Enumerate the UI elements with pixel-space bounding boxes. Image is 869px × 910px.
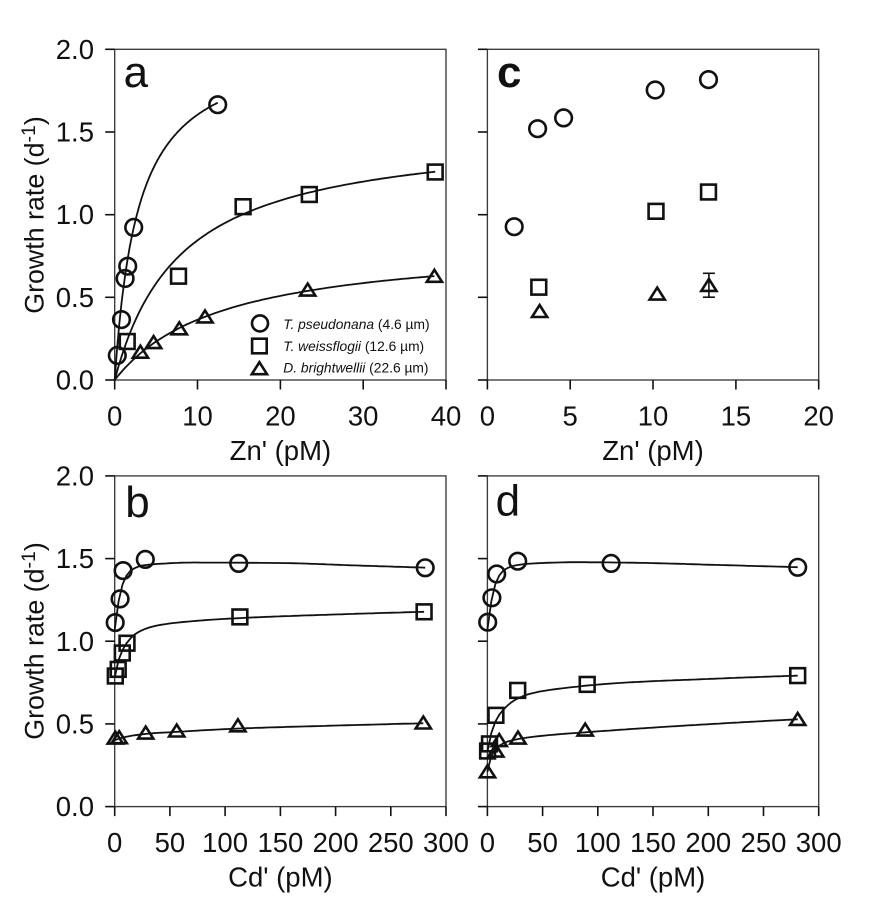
svg-text:200: 200 [313, 827, 359, 858]
svg-text:d: d [496, 477, 520, 526]
svg-text:300: 300 [796, 827, 842, 858]
svg-text:0: 0 [107, 401, 122, 432]
svg-text:c: c [497, 48, 521, 97]
svg-text:T. weissflogii (12.6 µm): T. weissflogii (12.6 µm) [283, 339, 424, 354]
svg-text:150: 150 [630, 827, 676, 858]
svg-text:D. brightwellii (22.6 µm): D. brightwellii (22.6 µm) [283, 361, 428, 376]
svg-text:250: 250 [368, 827, 414, 858]
svg-text:200: 200 [685, 827, 731, 858]
svg-text:40: 40 [431, 401, 462, 432]
svg-text:1.0: 1.0 [56, 626, 94, 657]
svg-text:50: 50 [527, 827, 558, 858]
svg-text:Growth rate (d-1): Growth rate (d-1) [18, 116, 50, 314]
svg-text:50: 50 [155, 827, 186, 858]
svg-text:20: 20 [803, 401, 834, 432]
svg-text:1.5: 1.5 [56, 543, 94, 574]
svg-text:T. pseudonana (4.6 µm): T. pseudonana (4.6 µm) [283, 317, 429, 332]
svg-text:Growth rate (d-1): Growth rate (d-1) [18, 542, 50, 740]
svg-text:0: 0 [107, 827, 122, 858]
svg-text:5: 5 [563, 401, 578, 432]
svg-text:0.0: 0.0 [56, 365, 94, 396]
svg-text:2.0: 2.0 [56, 34, 94, 65]
svg-text:1.0: 1.0 [56, 199, 94, 230]
svg-text:0: 0 [480, 827, 495, 858]
svg-text:Zn' (pM): Zn' (pM) [602, 435, 704, 466]
svg-text:1.5: 1.5 [56, 117, 94, 148]
svg-text:Cd' (pM): Cd' (pM) [601, 862, 706, 893]
svg-text:250: 250 [741, 827, 787, 858]
svg-text:20: 20 [265, 401, 296, 432]
svg-text:100: 100 [575, 827, 621, 858]
svg-text:0.5: 0.5 [56, 708, 94, 739]
svg-text:b: b [125, 478, 149, 527]
svg-text:0.0: 0.0 [56, 791, 94, 822]
svg-text:Cd' (pM): Cd' (pM) [228, 862, 333, 893]
svg-text:100: 100 [202, 827, 248, 858]
svg-text:150: 150 [257, 827, 303, 858]
svg-text:10: 10 [638, 401, 669, 432]
svg-text:a: a [124, 48, 149, 97]
svg-text:Zn' (pM): Zn' (pM) [230, 435, 332, 466]
svg-text:0.5: 0.5 [56, 282, 94, 313]
svg-text:10: 10 [182, 401, 213, 432]
svg-text:15: 15 [721, 401, 752, 432]
svg-text:30: 30 [348, 401, 379, 432]
svg-text:2.0: 2.0 [56, 460, 94, 491]
svg-text:0: 0 [480, 401, 495, 432]
svg-text:300: 300 [423, 827, 469, 858]
